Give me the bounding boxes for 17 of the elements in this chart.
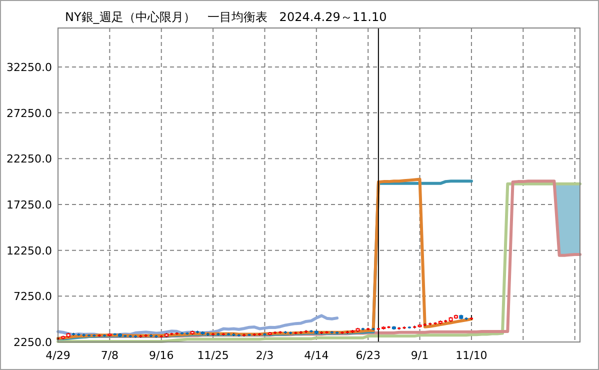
x-tick-label: 6/23	[356, 349, 380, 362]
x-tick-label: 9/1	[410, 349, 429, 362]
y-tick-label: 2250.0	[14, 336, 52, 349]
y-tick-label: 12250.0	[6, 244, 52, 258]
x-tick-label: 9/16	[149, 349, 174, 362]
y-tick-label: 7250.0	[14, 290, 52, 304]
y-tick-label: 22250.0	[6, 152, 52, 166]
x-tick-label: 2/3	[256, 349, 274, 362]
x-tick-label: 11/25	[197, 349, 229, 362]
x-tick-label: 4/29	[46, 349, 70, 362]
y-tick-label: 32250.0	[6, 60, 52, 74]
chart-title: NY銀_週足（中心限月） 一目均衡表 2024.4.29～11.10	[65, 10, 387, 24]
y-tick-label: 17250.0	[6, 198, 52, 212]
y-tick-label: 27250.0	[6, 106, 52, 120]
x-tick-label: 7/8	[100, 349, 119, 362]
x-tick-label: 4/14	[304, 349, 329, 362]
x-tick-label: 11/10	[456, 349, 488, 362]
